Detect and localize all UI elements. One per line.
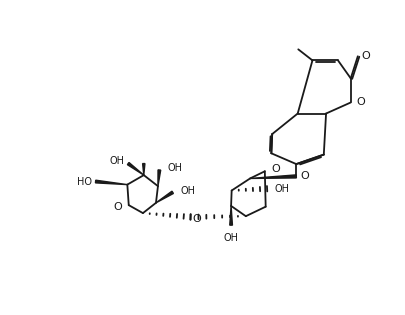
- Text: OH: OH: [109, 156, 124, 166]
- Text: O: O: [271, 164, 280, 174]
- Polygon shape: [128, 163, 144, 175]
- Polygon shape: [230, 206, 232, 225]
- Text: O: O: [193, 214, 202, 224]
- Polygon shape: [156, 191, 173, 203]
- Polygon shape: [250, 175, 296, 179]
- Text: OH: OH: [180, 186, 195, 196]
- Polygon shape: [143, 163, 145, 175]
- Polygon shape: [158, 170, 161, 186]
- Text: O: O: [300, 171, 309, 181]
- Text: O: O: [356, 97, 365, 107]
- Text: OH: OH: [224, 233, 239, 243]
- Text: HO: HO: [77, 176, 92, 186]
- Polygon shape: [96, 180, 127, 185]
- Text: OH: OH: [275, 184, 290, 194]
- Text: OH: OH: [167, 163, 182, 173]
- Text: O: O: [362, 51, 371, 61]
- Text: O: O: [114, 203, 123, 212]
